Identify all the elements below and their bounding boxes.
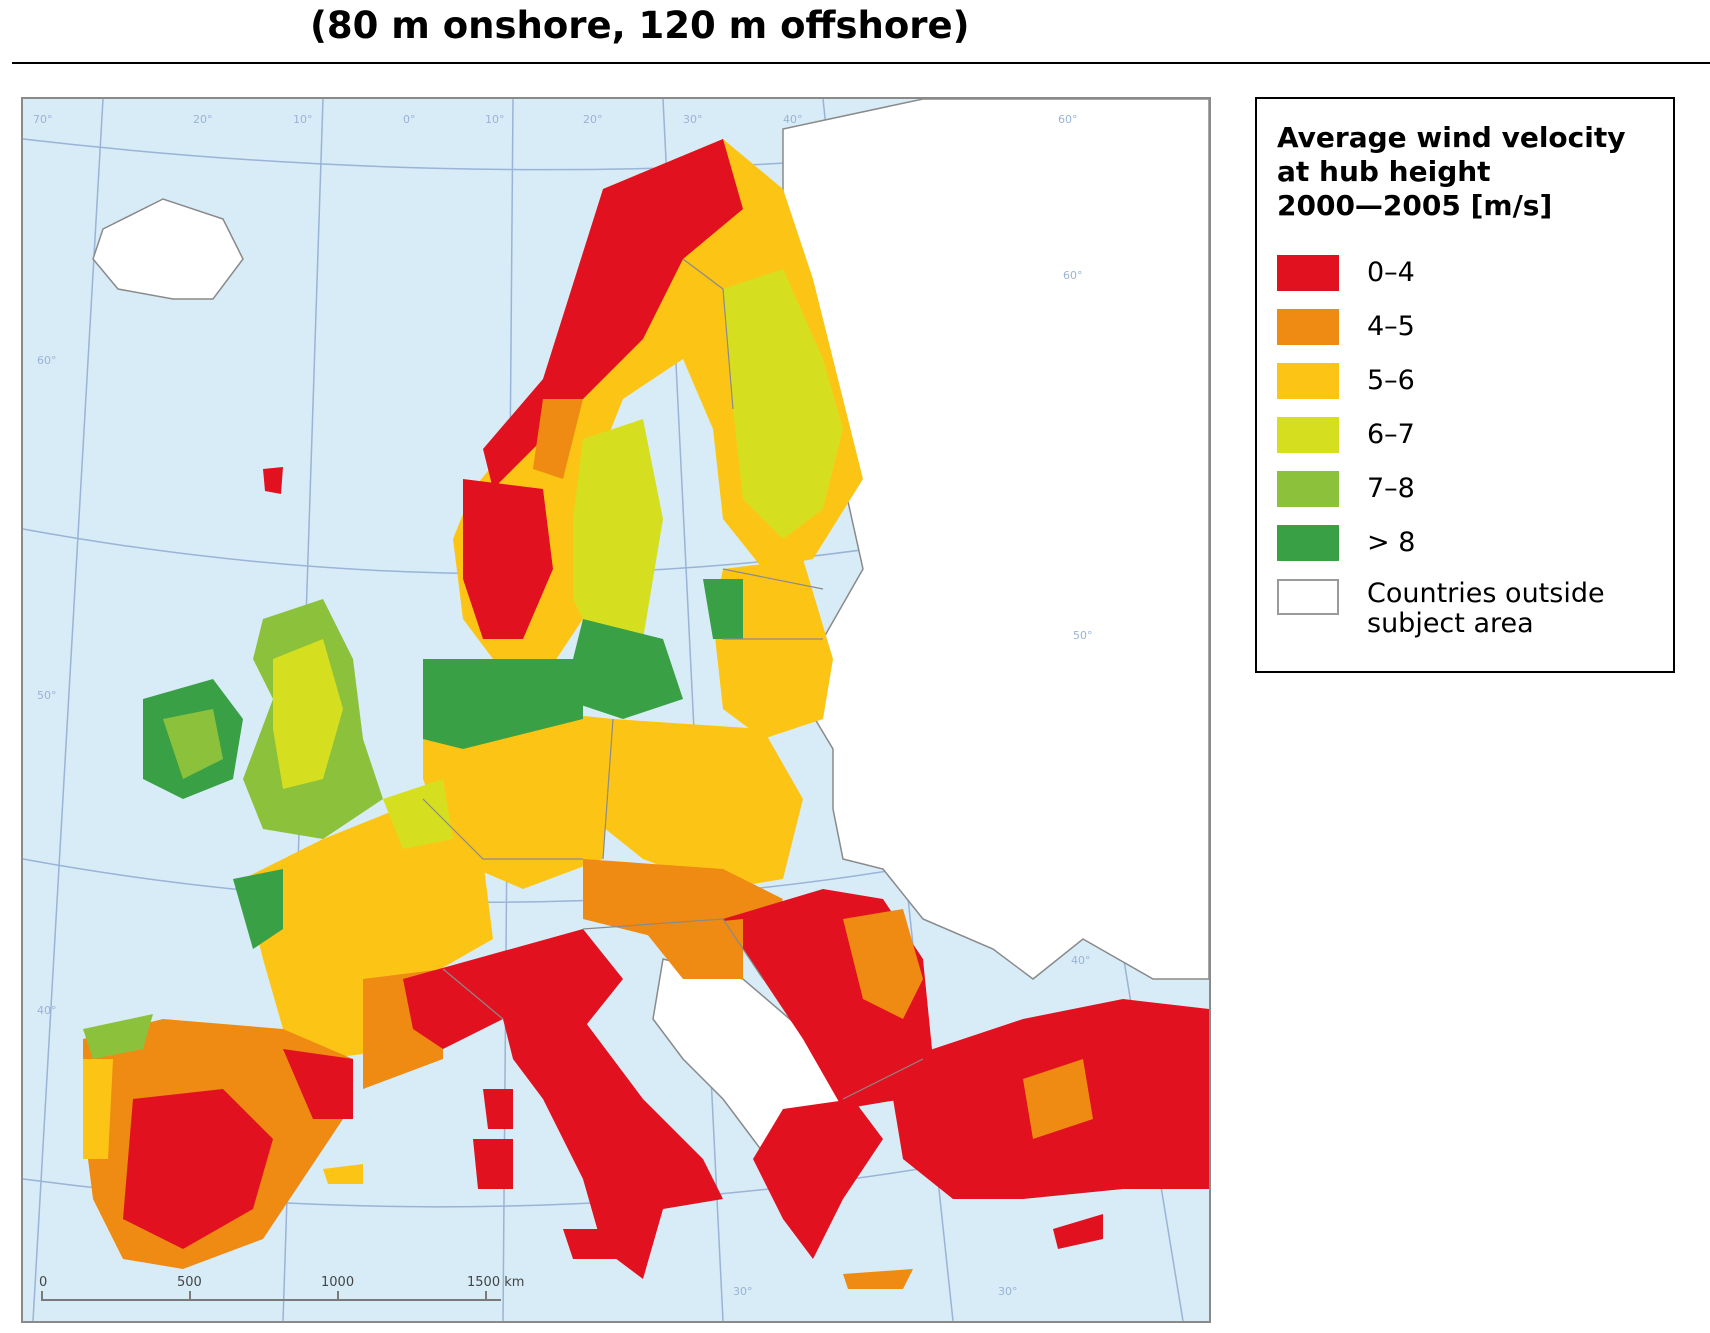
legend-label-outside-line-2: subject area bbox=[1367, 608, 1534, 639]
graticule-label-17: 30° bbox=[998, 1285, 1018, 1298]
british-isles bbox=[143, 599, 383, 839]
legend-swatch bbox=[1277, 525, 1339, 561]
south-east-europe bbox=[643, 889, 933, 1259]
scale-label-1000: 1000 bbox=[321, 1275, 355, 1290]
legend-item: 5–6 bbox=[1277, 363, 1667, 399]
scale-bar-tick-1000 bbox=[337, 1291, 339, 1301]
graticule-label-9: 70° bbox=[33, 113, 53, 126]
graticule-label-16: 30° bbox=[733, 1285, 753, 1298]
graticule-label-7: 40° bbox=[783, 113, 803, 126]
legend-label: 4–5 bbox=[1367, 311, 1415, 342]
wind-velocity-map: 20° 10° 0° 10° 20° 30° 40° 60° 70° 60° 6… bbox=[21, 97, 1211, 1323]
legend-title-line-1: Average wind velocity bbox=[1277, 121, 1626, 154]
islands bbox=[263, 467, 913, 1289]
outside-iceland bbox=[92, 198, 244, 300]
legend-label: 7–8 bbox=[1367, 473, 1415, 504]
legend-item: 6–7 bbox=[1277, 417, 1667, 453]
graticule-label-1: 20° bbox=[193, 113, 213, 126]
map-canvas bbox=[23, 99, 1209, 1321]
legend-item-outside: Countries outside subject area bbox=[1277, 579, 1667, 643]
title-rule bbox=[12, 62, 1710, 64]
scale-bar-tick-500 bbox=[189, 1291, 191, 1301]
graticule-label-14: 40° bbox=[1071, 954, 1091, 967]
legend-swatch bbox=[1277, 471, 1339, 507]
graticule-label-13: 50° bbox=[37, 689, 57, 702]
scale-label-1500: 1500 km bbox=[467, 1275, 525, 1290]
graticule-label-11: 60° bbox=[37, 354, 57, 367]
legend-item: 4–5 bbox=[1277, 309, 1667, 345]
legend-title-line-2: at hub height bbox=[1277, 155, 1491, 188]
graticule-label-8: 60° bbox=[1058, 113, 1078, 126]
legend-title-line-3: 2000—2005 [m/s] bbox=[1277, 189, 1553, 222]
legend-swatch bbox=[1277, 363, 1339, 399]
legend-swatch bbox=[1277, 309, 1339, 345]
scale-bar: 0 500 1000 1500 km bbox=[37, 1275, 557, 1313]
legend-label: 5–6 bbox=[1367, 365, 1415, 396]
graticule-label-15: 40° bbox=[37, 1004, 57, 1017]
legend-label-outside: Countries outside subject area bbox=[1367, 579, 1605, 639]
graticule-label-6: 30° bbox=[683, 113, 703, 126]
scandinavia bbox=[453, 139, 863, 679]
legend-swatch-outside bbox=[1277, 579, 1339, 615]
legend-label: 6–7 bbox=[1367, 419, 1415, 450]
scale-label-500: 500 bbox=[177, 1275, 202, 1290]
graticule-label-12: 50° bbox=[1073, 629, 1093, 642]
graticule-label-10: 60° bbox=[1063, 269, 1083, 282]
legend-label: > 8 bbox=[1367, 527, 1416, 558]
outside-east bbox=[782, 99, 1209, 980]
scale-bar-tick-1500 bbox=[485, 1291, 487, 1301]
scale-label-0: 0 bbox=[39, 1275, 48, 1290]
legend-item: > 8 bbox=[1277, 525, 1667, 561]
graticule-label-3: 0° bbox=[403, 113, 416, 126]
iberia bbox=[83, 1014, 353, 1269]
central-europe bbox=[423, 559, 833, 939]
legend-item: 0–4 bbox=[1277, 255, 1667, 291]
map-subtitle: (80 m onshore, 120 m offshore) bbox=[310, 4, 970, 47]
legend-title: Average wind velocity at hub height 2000… bbox=[1277, 121, 1657, 223]
scale-bar-line bbox=[41, 1299, 501, 1301]
legend-label-outside-line-1: Countries outside bbox=[1367, 578, 1605, 609]
legend-label: 0–4 bbox=[1367, 257, 1415, 288]
graticule-label-2: 10° bbox=[293, 113, 313, 126]
italy-alps bbox=[403, 929, 723, 1279]
scale-bar-tick-0 bbox=[41, 1291, 43, 1301]
legend-item: 7–8 bbox=[1277, 471, 1667, 507]
legend-swatch bbox=[1277, 255, 1339, 291]
legend: Average wind velocity at hub height 2000… bbox=[1255, 97, 1675, 673]
france bbox=[233, 779, 493, 1089]
graticule-label-4: 10° bbox=[485, 113, 505, 126]
graticule-label-5: 20° bbox=[583, 113, 603, 126]
legend-swatch bbox=[1277, 417, 1339, 453]
turkey bbox=[893, 999, 1209, 1249]
country-boundaries bbox=[422, 258, 924, 1100]
